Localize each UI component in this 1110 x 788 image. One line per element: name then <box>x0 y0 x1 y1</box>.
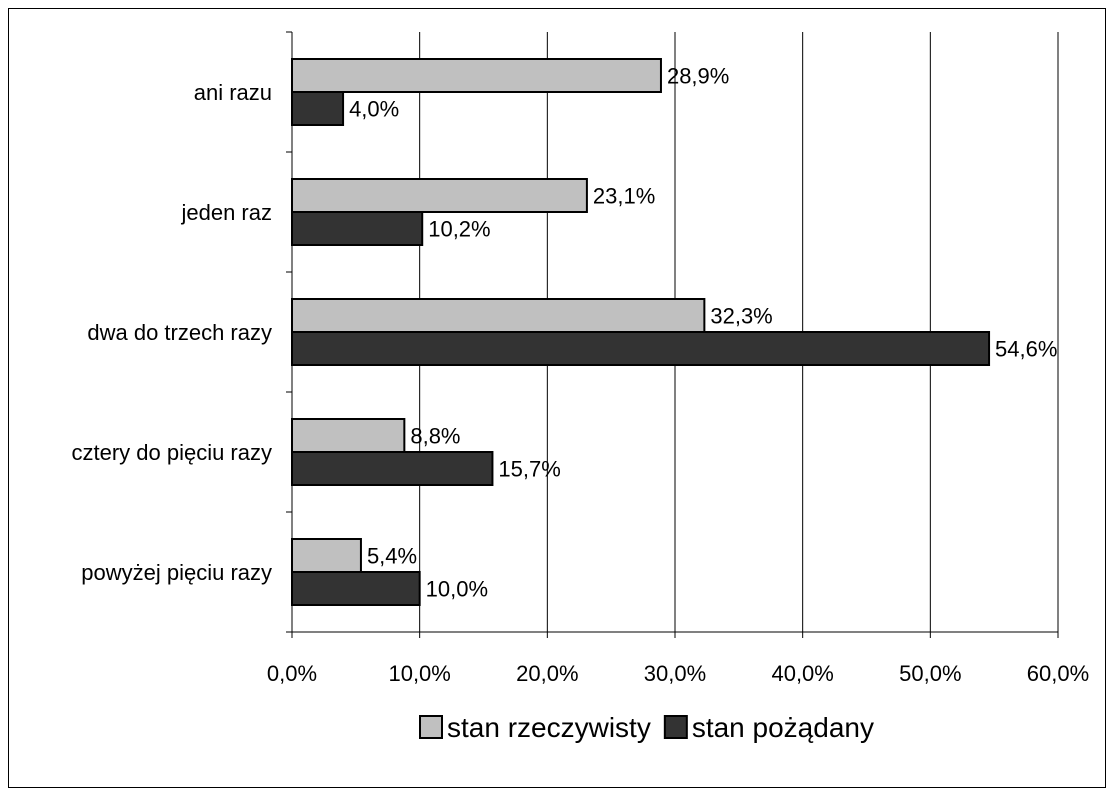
category-label: jeden raz <box>180 200 272 225</box>
bar-stan-pozadany <box>291 331 991 366</box>
bar-stan-pozadany <box>291 571 421 606</box>
bar-stan-rzeczywisty <box>291 418 406 453</box>
data-label: 4,0% <box>349 97 399 122</box>
bar-chart: 0,0% 10,0% 20,0% 30,0% 40,0% 50,0% 60,0% ani ra… <box>71 31 1089 743</box>
data-label: 10,2% <box>428 217 490 242</box>
bar-stan-rzeczywisty <box>291 298 706 333</box>
data-label: 5,4% <box>367 544 417 569</box>
bar-stan-rzeczywisty <box>291 58 662 93</box>
x-tick-label: 40,0% <box>771 661 833 686</box>
legend-swatch <box>419 715 443 739</box>
bar-stan-pozadany <box>291 451 494 486</box>
data-label: 8,8% <box>410 424 460 449</box>
x-tick-label: 20,0% <box>516 661 578 686</box>
data-label: 15,7% <box>498 457 560 482</box>
bar-stan-rzeczywisty <box>291 178 588 213</box>
category-label: powyżej pięciu razy <box>81 560 272 585</box>
x-tick-label: 0,0% <box>267 661 317 686</box>
legend-label: stan pożądany <box>692 712 874 743</box>
bar-stan-pozadany <box>291 91 345 126</box>
data-label: 32,3% <box>710 304 772 329</box>
bar-stan-rzeczywisty <box>291 538 362 573</box>
legend-swatch <box>663 715 688 739</box>
data-label: 28,9% <box>667 64 729 89</box>
category-label: ani razu <box>194 80 272 105</box>
x-tick-label: 10,0% <box>388 661 450 686</box>
x-tick-label: 50,0% <box>899 661 961 686</box>
x-tick-label: 30,0% <box>644 661 706 686</box>
x-tick-label: 60,0% <box>1027 661 1089 686</box>
data-label: 10,0% <box>426 577 488 602</box>
category-label: dwa do trzech razy <box>87 320 272 345</box>
chart-frame <box>8 8 1106 788</box>
bar-stan-pozadany <box>291 211 424 246</box>
legend-label: stan rzeczywisty <box>447 712 651 743</box>
data-label: 54,6% <box>995 337 1057 362</box>
category-label: cztery do pięciu razy <box>71 440 272 465</box>
data-label: 23,1% <box>593 184 655 209</box>
